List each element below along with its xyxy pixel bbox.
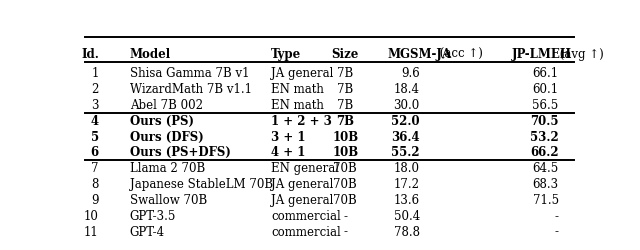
Text: Ours (PS+DFS): Ours (PS+DFS) [129,146,230,159]
Text: commercial: commercial [271,209,340,222]
Text: Size: Size [332,48,359,60]
Text: Id.: Id. [81,48,99,60]
Text: GPT-3.5: GPT-3.5 [129,209,176,222]
Text: -: - [555,209,559,222]
Text: 13.6: 13.6 [394,193,420,206]
Text: 66.1: 66.1 [532,67,559,80]
Text: 50.4: 50.4 [394,209,420,222]
Text: 11: 11 [84,225,99,238]
Text: 66.2: 66.2 [530,146,559,159]
Text: Model: Model [129,48,171,60]
Text: 2: 2 [92,83,99,96]
Text: 5: 5 [91,130,99,143]
Text: EN general: EN general [271,162,339,174]
Text: 8: 8 [92,177,99,190]
Text: 4 + 1: 4 + 1 [271,146,305,159]
Text: JP-LMEH: JP-LMEH [511,48,572,60]
Text: Abel 7B 002: Abel 7B 002 [129,98,203,111]
Text: 7B: 7B [337,67,353,80]
Text: (avg ↑): (avg ↑) [556,48,604,60]
Text: -: - [344,225,348,238]
Text: (acc ↑): (acc ↑) [436,48,483,60]
Text: 70B: 70B [333,177,357,190]
Text: Ours (PS): Ours (PS) [129,114,193,127]
Text: Swallow 70B: Swallow 70B [129,193,207,206]
Text: commercial: commercial [271,225,340,238]
Text: JA general: JA general [271,67,333,80]
Text: JA general: JA general [271,193,333,206]
Text: JA general: JA general [271,177,333,190]
Text: 30.0: 30.0 [394,98,420,111]
Text: 9: 9 [92,193,99,206]
Text: 70.5: 70.5 [530,114,559,127]
Text: Llama 2 70B: Llama 2 70B [129,162,205,174]
Text: 52.0: 52.0 [391,114,420,127]
Text: 78.8: 78.8 [394,225,420,238]
Text: 64.5: 64.5 [532,162,559,174]
Text: 1 + 2 + 3: 1 + 2 + 3 [271,114,332,127]
Text: 9.6: 9.6 [401,67,420,80]
Text: 3 + 1: 3 + 1 [271,130,305,143]
Text: 7B: 7B [337,83,353,96]
Text: 3: 3 [92,98,99,111]
Text: 10B: 10B [332,146,358,159]
Text: Ours (DFS): Ours (DFS) [129,130,204,143]
Text: 18.0: 18.0 [394,162,420,174]
Text: 10B: 10B [332,130,358,143]
Text: 17.2: 17.2 [394,177,420,190]
Text: 56.5: 56.5 [532,98,559,111]
Text: -: - [555,225,559,238]
Text: 53.2: 53.2 [530,130,559,143]
Text: 36.4: 36.4 [391,130,420,143]
Text: 7: 7 [92,162,99,174]
Text: GPT-4: GPT-4 [129,225,164,238]
Text: 68.3: 68.3 [532,177,559,190]
Text: 60.1: 60.1 [532,83,559,96]
Text: 70B: 70B [333,162,357,174]
Text: 1: 1 [92,67,99,80]
Text: 10: 10 [84,209,99,222]
Text: 6: 6 [91,146,99,159]
Text: WizardMath 7B v1.1: WizardMath 7B v1.1 [129,83,252,96]
Text: 4: 4 [91,114,99,127]
Text: 18.4: 18.4 [394,83,420,96]
Text: MGSM-JA: MGSM-JA [388,48,452,60]
Text: 7B: 7B [337,114,355,127]
Text: Shisa Gamma 7B v1: Shisa Gamma 7B v1 [129,67,249,80]
Text: Japanese StableLM 70B: Japanese StableLM 70B [129,177,273,190]
Text: EN math: EN math [271,98,324,111]
Text: 71.5: 71.5 [532,193,559,206]
Text: -: - [344,209,348,222]
Text: 7B: 7B [337,98,353,111]
Text: EN math: EN math [271,83,324,96]
Text: 70B: 70B [333,193,357,206]
Text: 55.2: 55.2 [391,146,420,159]
Text: Type: Type [271,48,301,60]
